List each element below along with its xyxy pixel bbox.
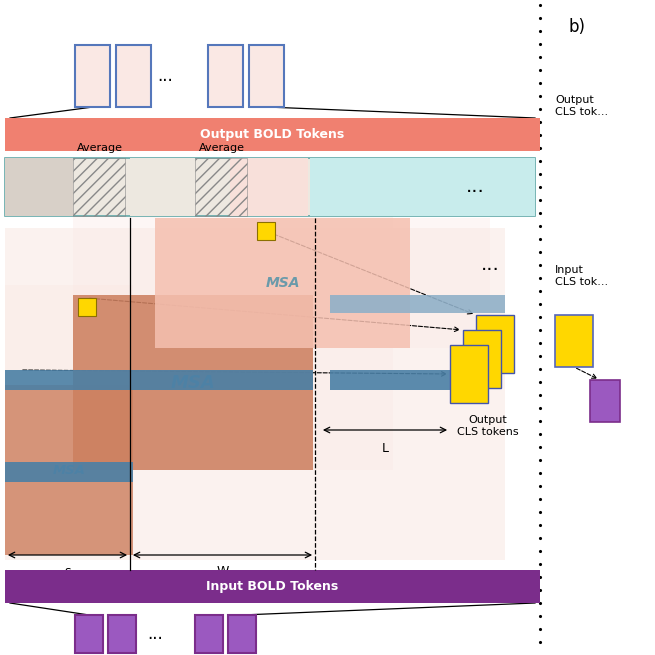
- Bar: [5, 370, 313, 390]
- Text: Output
CLS tok...: Output CLS tok...: [555, 95, 608, 117]
- Bar: [195, 615, 223, 653]
- Bar: [5, 330, 505, 430]
- Text: Input
CLS tok...: Input CLS tok...: [555, 265, 608, 287]
- Text: ...: ...: [481, 255, 499, 274]
- Text: ...: ...: [157, 67, 173, 85]
- Bar: [5, 158, 535, 216]
- Text: Output BOLD Tokens: Output BOLD Tokens: [200, 128, 345, 141]
- Bar: [208, 45, 243, 107]
- Bar: [5, 285, 133, 555]
- Text: MSA: MSA: [170, 373, 215, 392]
- Bar: [108, 615, 136, 653]
- Text: MSA: MSA: [265, 276, 300, 290]
- Bar: [73, 158, 125, 216]
- Bar: [450, 345, 488, 403]
- Bar: [5, 570, 540, 603]
- Bar: [5, 118, 540, 151]
- Text: s: s: [64, 565, 71, 578]
- Text: Input BOLD Tokens: Input BOLD Tokens: [206, 580, 339, 593]
- Bar: [75, 615, 103, 653]
- Bar: [230, 158, 308, 216]
- Bar: [590, 380, 620, 422]
- Bar: [476, 315, 514, 373]
- Bar: [75, 45, 110, 107]
- Bar: [5, 430, 505, 560]
- Bar: [73, 295, 313, 470]
- Bar: [130, 158, 195, 216]
- Text: Average: Average: [77, 143, 123, 153]
- Text: ...: ...: [466, 178, 485, 196]
- Text: b): b): [568, 18, 585, 36]
- Bar: [73, 195, 393, 470]
- Bar: [310, 158, 535, 216]
- Bar: [5, 462, 133, 482]
- Bar: [5, 158, 73, 216]
- Bar: [195, 158, 247, 216]
- Bar: [228, 615, 256, 653]
- Bar: [330, 295, 505, 313]
- Bar: [257, 222, 275, 240]
- Bar: [249, 45, 284, 107]
- Bar: [463, 330, 501, 388]
- Bar: [155, 218, 490, 348]
- Text: Average: Average: [199, 143, 245, 153]
- Bar: [116, 45, 151, 107]
- Bar: [78, 298, 96, 316]
- Text: Output
CLS tokens: Output CLS tokens: [457, 415, 519, 437]
- Text: L: L: [381, 442, 388, 455]
- Text: MSA: MSA: [52, 464, 85, 476]
- Bar: [5, 228, 505, 560]
- Bar: [5, 385, 133, 555]
- Bar: [5, 228, 505, 330]
- Bar: [555, 315, 593, 367]
- Text: ...: ...: [147, 625, 163, 643]
- Text: W: W: [216, 565, 229, 578]
- Bar: [330, 370, 480, 390]
- Bar: [155, 218, 410, 348]
